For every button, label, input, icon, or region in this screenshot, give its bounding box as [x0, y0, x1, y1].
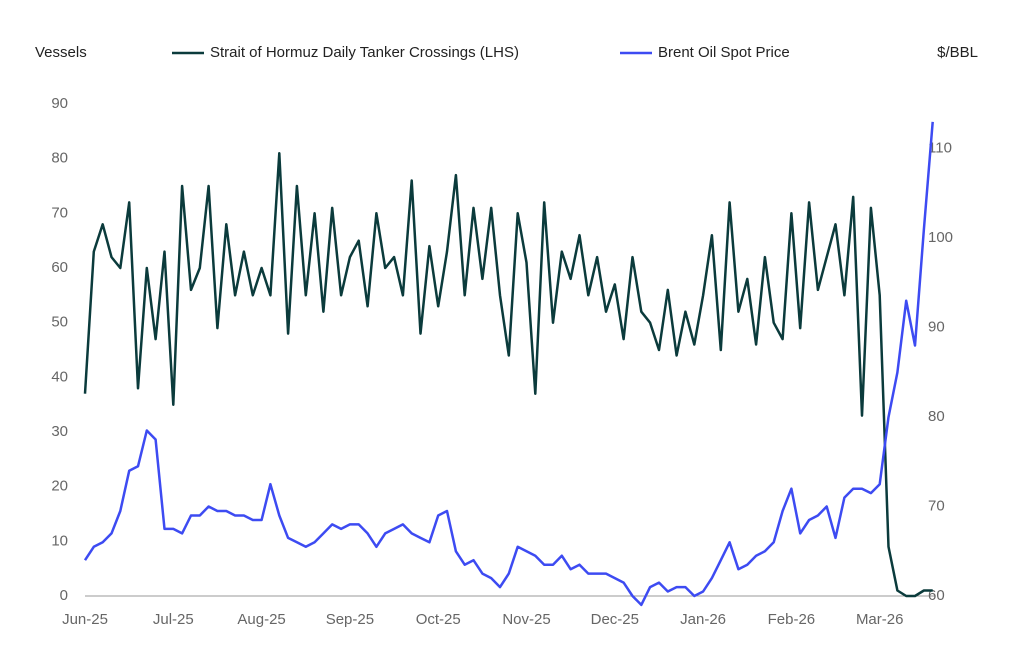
y-tick-label: 30: [51, 423, 68, 440]
legend-label: Brent Oil Spot Price: [658, 44, 790, 61]
y2-tick-label: 80: [928, 408, 945, 425]
legend-label: Strait of Hormuz Daily Tanker Crossings …: [210, 44, 519, 61]
y-tick-label: 20: [51, 478, 68, 495]
y-tick-label: 40: [51, 368, 68, 385]
x-tick-label: Oct-25: [416, 611, 461, 628]
y2-tick-label: 100: [928, 229, 953, 246]
y2-tick-label: 110: [928, 140, 952, 157]
y-tick-label: 60: [51, 259, 68, 276]
x-tick-label: Nov-25: [502, 611, 550, 628]
series-line: [83, 121, 934, 607]
series-line: [83, 151, 933, 598]
x-tick-label: Jan-26: [680, 611, 726, 628]
y2-tick-label: 70: [928, 498, 945, 515]
y-tick-label: 80: [51, 150, 68, 167]
y-tick-label: 90: [51, 95, 68, 112]
y2-axis-title: $/BBL: [937, 44, 978, 61]
x-tick-label: Mar-26: [856, 611, 904, 628]
x-tick-label: Dec-25: [591, 611, 639, 628]
x-tick-label: Feb-26: [768, 611, 816, 628]
y-tick-label: 0: [60, 587, 68, 604]
y2-tick-label: 90: [928, 319, 945, 336]
x-tick-label: Jun-25: [62, 611, 108, 628]
y-tick-label: 50: [51, 314, 68, 331]
x-tick-label: Sep-25: [326, 611, 374, 628]
x-tick-label: Aug-25: [237, 611, 285, 628]
y-tick-label: 10: [51, 532, 68, 549]
y-tick-label: 70: [51, 204, 68, 221]
x-tick-label: Jul-25: [153, 611, 194, 628]
y-axis-title: Vessels: [35, 44, 87, 61]
